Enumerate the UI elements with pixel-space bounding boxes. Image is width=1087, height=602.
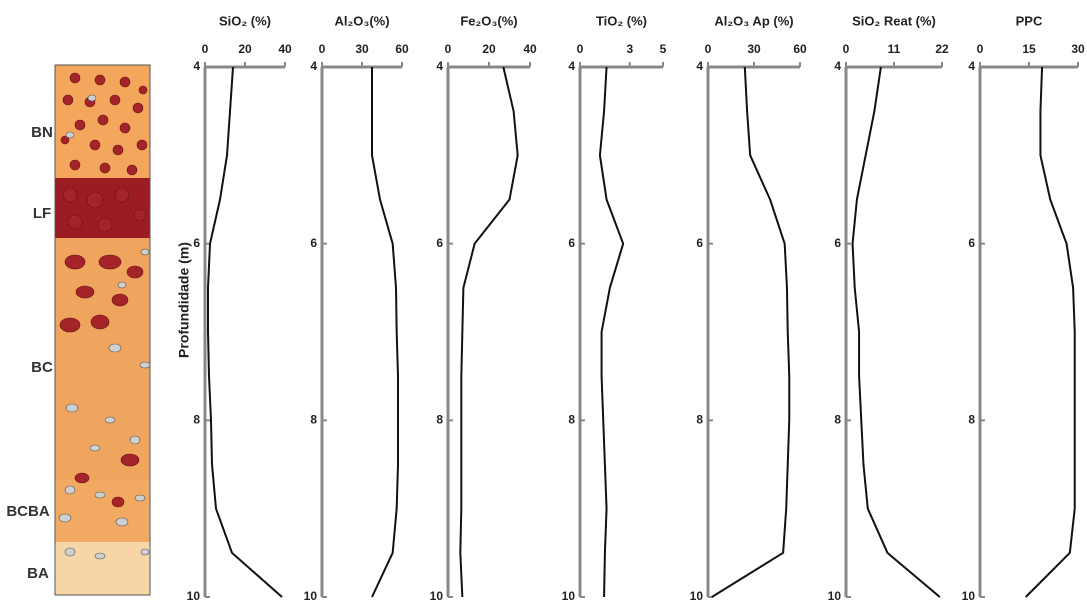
x-tick-label: 0 xyxy=(577,42,584,56)
horizon-label: BN xyxy=(31,124,53,141)
y-tick-label: 10 xyxy=(187,589,201,602)
panel-title: Al₂O₃ Ap (%) xyxy=(714,13,793,28)
y-tick-label: 10 xyxy=(962,589,976,602)
y-tick-label: 8 xyxy=(436,413,443,427)
x-tick-label: 30 xyxy=(1071,42,1085,56)
x-tick-label: 0 xyxy=(843,42,850,56)
y-tick-label: 6 xyxy=(310,236,317,250)
x-tick-label: 30 xyxy=(747,42,761,56)
horizon-label: BCBA xyxy=(6,503,49,520)
x-tick-label: 60 xyxy=(395,42,409,56)
y-tick-label: 8 xyxy=(834,413,841,427)
panel-title: PPC xyxy=(1016,13,1043,28)
y-tick-label: 6 xyxy=(568,236,575,250)
y-tick-label: 8 xyxy=(696,413,703,427)
y-tick-label: 4 xyxy=(968,59,975,73)
profile-line xyxy=(1026,67,1075,597)
x-tick-label: 0 xyxy=(202,42,209,56)
panel-title: SiO₂ Reat (%) xyxy=(852,13,936,28)
y-tick-label: 6 xyxy=(696,236,703,250)
x-tick-label: 60 xyxy=(793,42,807,56)
profile-line xyxy=(712,67,789,597)
panel-title: Al₂O₃(%) xyxy=(334,13,389,28)
y-tick-label: 6 xyxy=(834,236,841,250)
profile-line xyxy=(853,67,940,597)
y-tick-label: 8 xyxy=(568,413,575,427)
profile-line xyxy=(600,67,623,597)
x-tick-label: 20 xyxy=(482,42,496,56)
x-tick-label: 3 xyxy=(626,42,633,56)
x-tick-label: 15 xyxy=(1022,42,1036,56)
panel-title: TiO₂ (%) xyxy=(596,13,647,28)
x-tick-label: 0 xyxy=(319,42,326,56)
figure: BN LF BC BCBA BA Profundidade (m) SiO₂ (… xyxy=(0,0,1087,602)
y-tick-label: 4 xyxy=(436,59,443,73)
x-tick-label: 0 xyxy=(445,42,452,56)
x-tick-label: 40 xyxy=(278,42,292,56)
x-tick-label: 22 xyxy=(935,42,949,56)
y-tick-label: 6 xyxy=(193,236,200,250)
panel-title: Fe₂O₃(%) xyxy=(460,13,517,28)
y-tick-label: 4 xyxy=(696,59,703,73)
profile-line xyxy=(208,67,282,597)
y-tick-label: 4 xyxy=(568,59,575,73)
x-tick-label: 0 xyxy=(977,42,984,56)
horizon-label: BC xyxy=(31,359,53,376)
x-tick-label: 11 xyxy=(888,42,901,56)
y-tick-label: 8 xyxy=(310,413,317,427)
horizon-label: LF xyxy=(33,205,51,222)
x-tick-label: 5 xyxy=(660,42,667,56)
y-tick-label: 6 xyxy=(968,236,975,250)
x-tick-label: 0 xyxy=(705,42,712,56)
y-axis-label: Profundidade (m) xyxy=(176,242,192,358)
y-tick-label: 8 xyxy=(193,413,200,427)
y-tick-label: 4 xyxy=(834,59,841,73)
x-tick-label: 20 xyxy=(238,42,252,56)
y-tick-label: 10 xyxy=(304,589,318,602)
y-tick-label: 4 xyxy=(193,59,200,73)
y-tick-label: 8 xyxy=(968,413,975,427)
y-tick-label: 4 xyxy=(310,59,317,73)
horizon-label: BA xyxy=(27,565,49,582)
soil-column xyxy=(55,65,150,595)
y-tick-label: 10 xyxy=(690,589,704,602)
y-tick-label: 6 xyxy=(436,236,443,250)
panel-title: SiO₂ (%) xyxy=(219,13,271,28)
x-tick-label: 30 xyxy=(355,42,369,56)
x-tick-label: 40 xyxy=(523,42,537,56)
y-tick-label: 10 xyxy=(430,589,444,602)
y-tick-label: 10 xyxy=(562,589,576,602)
profile-line xyxy=(460,67,517,597)
profile-line xyxy=(372,67,398,597)
y-tick-label: 10 xyxy=(828,589,842,602)
